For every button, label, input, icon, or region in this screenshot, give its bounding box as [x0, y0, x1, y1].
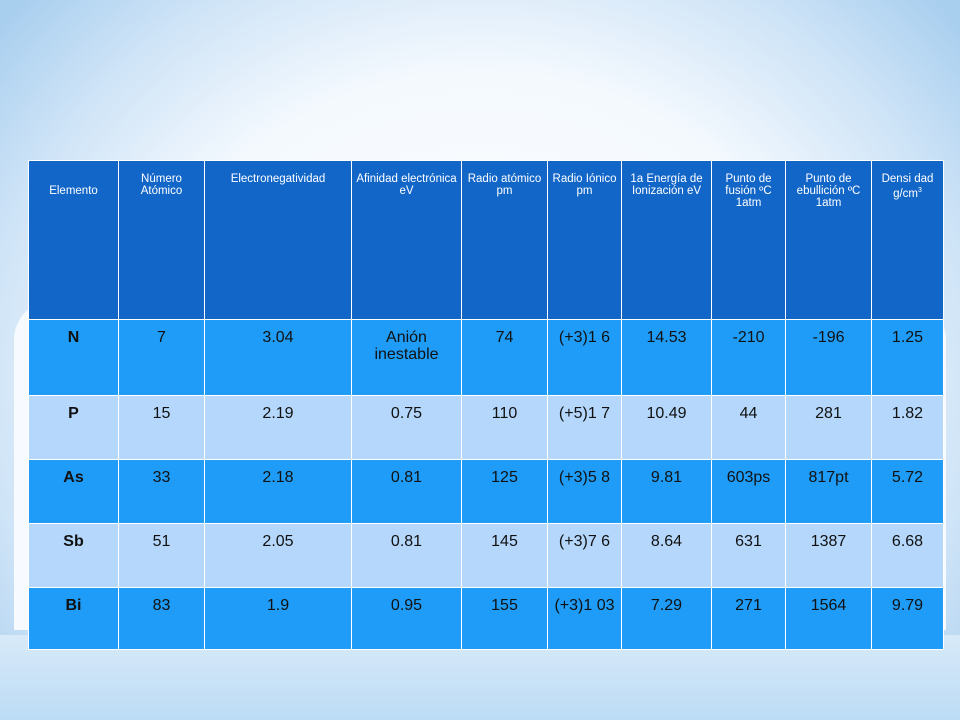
cell-radio-atomico: 145	[461, 523, 548, 588]
group15-properties-table-container: Elemento Número Atómico Electronegativid…	[28, 160, 944, 650]
cell-numero-atomico: 51	[118, 523, 205, 588]
cell-electronegatividad: 1.9	[204, 587, 352, 650]
cell-punto-fusion: -210	[711, 319, 786, 396]
header-radio-ionico: Radio Iónico pm	[547, 160, 622, 320]
cell-numero-atomico: 7	[118, 319, 205, 396]
cell-electronegatividad: 3.04	[204, 319, 352, 396]
cell-energia-ionizacion: 7.29	[621, 587, 712, 650]
header-afinidad-electronica: Afinidad electrónica eV	[351, 160, 462, 320]
cell-radio-ionico: (+3)1 6	[547, 319, 622, 396]
cell-elemento: As	[28, 459, 119, 524]
cell-electronegatividad: 2.18	[204, 459, 352, 524]
table-body: N 7 3.04 Anión inestable 74 (+3)1 6 14.53 -210-…	[28, 319, 944, 650]
cell-radio-ionico: (+3)5 8	[547, 459, 622, 524]
table-row: P 15 2.19 0.75 110 (+5)1 7 10.49 44 281 1.82	[28, 395, 944, 460]
cell-radio-atomico: 125	[461, 459, 548, 524]
cell-punto-fusion: 271	[711, 587, 786, 650]
cell-radio-atomico: 110	[461, 395, 548, 460]
cell-punto-fusion: 631	[711, 523, 786, 588]
table-header-row: Elemento Número Atómico Electronegativid…	[28, 160, 944, 320]
cell-punto-ebullicion: 1387	[785, 523, 872, 588]
header-densidad-label: Densi dad g/cm	[881, 173, 934, 200]
header-punto-ebullicion: Punto de ebullición ºC 1atm	[785, 160, 872, 320]
cell-densidad: 5.72	[871, 459, 944, 524]
table-row: As 33 2.18 0.81 125 (+3)5 8 9.81 603ps 817pt 5.72	[28, 459, 944, 524]
cell-electronegatividad: 2.05	[204, 523, 352, 588]
header-densidad-superscript: 3	[918, 187, 922, 194]
cell-numero-atomico: 83	[118, 587, 205, 650]
cell-densidad: 1.82	[871, 395, 944, 460]
table-row: Bi 83 1.9 0.95 155 (+3)1 03 7.29 271 1564 9.79	[28, 587, 944, 650]
header-densidad: Densi dad g/cm3	[871, 160, 944, 320]
cell-numero-atomico: 33	[118, 459, 205, 524]
group15-properties-table: Elemento Número Atómico Electronegativid…	[28, 160, 944, 650]
cell-radio-ionico: (+3)1 03	[547, 587, 622, 650]
cell-afinidad-electronica: 0.81	[351, 459, 462, 524]
cell-radio-atomico: 155	[461, 587, 548, 650]
cell-punto-ebullicion: -196	[785, 319, 872, 396]
cell-radio-atomico: 74	[461, 319, 548, 396]
cell-elemento: P	[28, 395, 119, 460]
header-energia-ionizacion: 1a Energía de Ionización eV	[621, 160, 712, 320]
header-numero-atomico: Número Atómico	[118, 160, 205, 320]
cell-energia-ionizacion: 9.81	[621, 459, 712, 524]
cell-radio-ionico: (+5)1 7	[547, 395, 622, 460]
cell-energia-ionizacion: 8.64	[621, 523, 712, 588]
cell-afinidad-electronica: 0.95	[351, 587, 462, 650]
cell-elemento: Sb	[28, 523, 119, 588]
cell-electronegatividad: 2.19	[204, 395, 352, 460]
cell-energia-ionizacion: 10.49	[621, 395, 712, 460]
cell-afinidad-electronica: 0.75	[351, 395, 462, 460]
cell-punto-ebullicion: 817pt	[785, 459, 872, 524]
cell-punto-fusion: 44	[711, 395, 786, 460]
header-punto-fusion: Punto de fusión ºC 1atm	[711, 160, 786, 320]
cell-elemento: N	[28, 319, 119, 396]
cell-punto-ebullicion: 1564	[785, 587, 872, 650]
table-row: Sb 51 2.05 0.81 145 (+3)7 6 8.64 631 1387 6.68	[28, 523, 944, 588]
cell-densidad: 6.68	[871, 523, 944, 588]
cell-energia-ionizacion: 14.53	[621, 319, 712, 396]
cell-densidad: 9.79	[871, 587, 944, 650]
header-radio-atomico: Radio atómico pm	[461, 160, 548, 320]
cell-numero-atomico: 15	[118, 395, 205, 460]
table-row: N 7 3.04 Anión inestable 74 (+3)1 6 14.53 -210-…	[28, 319, 944, 396]
cell-densidad: 1.25	[871, 319, 944, 396]
cell-punto-fusion: 603ps	[711, 459, 786, 524]
header-elemento: Elemento	[28, 160, 119, 320]
cell-radio-ionico: (+3)7 6	[547, 523, 622, 588]
header-electronegatividad: Electronegatividad	[204, 160, 352, 320]
cell-punto-ebullicion: 281	[785, 395, 872, 460]
cell-elemento: Bi	[28, 587, 119, 650]
cell-afinidad-electronica: Anión inestable	[351, 319, 462, 396]
cell-afinidad-electronica: 0.81	[351, 523, 462, 588]
